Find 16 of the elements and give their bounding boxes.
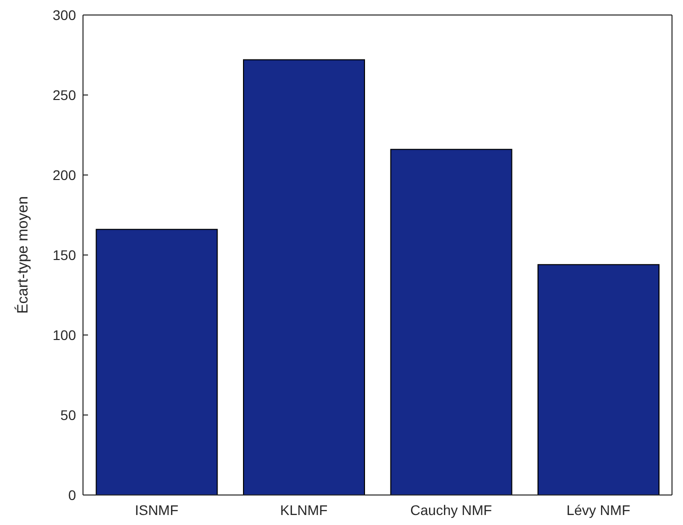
x-tick-label: Cauchy NMF	[410, 502, 492, 518]
y-tick-label: 100	[52, 326, 76, 343]
y-tick-label: 150	[52, 246, 76, 263]
x-tick-label: Lévy NMF	[566, 502, 630, 518]
bar	[243, 59, 366, 495]
bar	[390, 148, 512, 495]
y-tick-label: 300	[52, 6, 76, 23]
x-tick-label: ISNMF	[134, 502, 178, 518]
y-tick-label: 200	[52, 166, 76, 183]
y-axis-title: Écart-type moyen	[13, 196, 32, 314]
y-tick-label: 50	[60, 406, 76, 423]
x-tick-label: KLNMF	[280, 502, 328, 518]
bar	[538, 264, 660, 495]
bar	[96, 228, 218, 495]
y-tick-label: 0	[68, 486, 76, 503]
y-tick-label: 250	[52, 86, 76, 103]
